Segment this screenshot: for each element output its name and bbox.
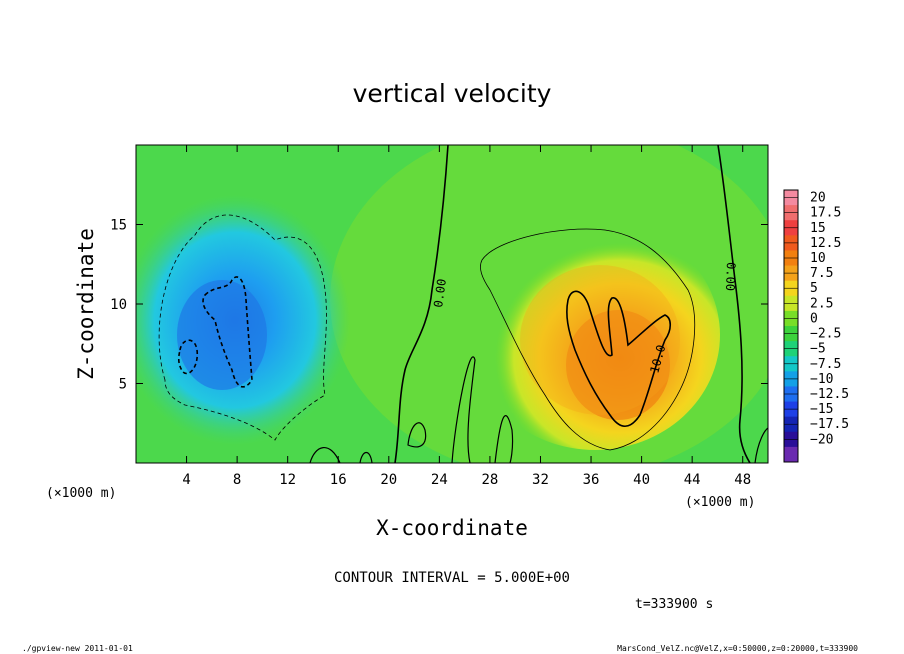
zero-contour-center — [394, 145, 449, 463]
y-tick-label: 10 — [110, 297, 127, 313]
y-tick-label: 5 — [119, 377, 127, 393]
contour-label-zero-right: 0.00 — [723, 262, 738, 291]
colorbar-label: −5 — [810, 342, 826, 357]
chart-title: vertical velocity — [353, 79, 552, 108]
y-tick-label: 15 — [110, 218, 127, 234]
time-label: t=333900 s — [635, 597, 713, 612]
colorbar-label: 0 — [810, 311, 818, 326]
x-unit-right: (×1000 m) — [685, 495, 755, 510]
negative-contour-small — [177, 339, 199, 375]
x-tick-label: 36 — [583, 472, 600, 488]
x-unit-left: (×1000 m) — [46, 486, 116, 501]
updraft-core — [566, 310, 670, 420]
colorbar-label: −2.5 — [810, 327, 841, 342]
colorbar: 2017.51512.5107.552.50−2.5−5−7.5−10−12.5… — [783, 189, 849, 463]
downdraft-core — [177, 280, 267, 390]
colorbar-label: −20 — [810, 432, 833, 447]
x-tick-label: 32 — [532, 472, 549, 488]
x-tick-label: 28 — [481, 472, 498, 488]
colorbar-label: 12.5 — [810, 236, 841, 251]
colorbar-label: 7.5 — [810, 266, 833, 281]
bottom-contours — [309, 356, 768, 463]
y-axis: 5 10 15 — [110, 218, 768, 393]
x-tick-label: 20 — [380, 472, 397, 488]
colorbar-label: −17.5 — [810, 417, 849, 432]
colorbar-label: 5 — [810, 281, 818, 296]
footer-left: ./gpview-new 2011-01-01 — [22, 644, 133, 653]
x-tick-label: 8 — [233, 472, 241, 488]
contour-label-zero-center: 0.00 — [431, 278, 449, 309]
x-axis: 4 8 12 16 20 24 28 32 36 40 44 48 — [182, 145, 751, 488]
negative-contour-inner — [202, 276, 253, 388]
x-tick-label: 48 — [734, 472, 751, 488]
colorbar-label: 15 — [810, 221, 826, 236]
x-tick-label: 16 — [330, 472, 347, 488]
x-axis-label: X-coordinate — [376, 516, 528, 540]
colorbar-swatch — [784, 446, 798, 463]
zero-contour-right — [717, 145, 751, 463]
x-tick-label: 40 — [633, 472, 650, 488]
ten-contour-updraft — [566, 290, 672, 428]
colorbar-label: 2.5 — [810, 296, 833, 311]
x-tick-label: 12 — [279, 472, 296, 488]
colorbar-label: −10 — [810, 372, 833, 387]
negative-contour-outer — [158, 214, 327, 441]
plot-area — [136, 145, 768, 463]
colorbar-label: −15 — [810, 402, 833, 417]
colorbar-frame — [783, 189, 799, 463]
five-contour-updraft — [480, 228, 696, 451]
contour-interval-text: CONTOUR INTERVAL = 5.000E+00 — [334, 570, 570, 586]
footer-right: MarsCond_VelZ.nc@VelZ,x=0:50000,z=0:2000… — [617, 644, 858, 653]
colorbar-label: 20 — [810, 191, 826, 206]
colorbar-label: 10 — [810, 251, 826, 266]
y-axis-label: Z-coordinate — [74, 228, 98, 380]
x-tick-label: 44 — [684, 472, 701, 488]
colorbar-label: −7.5 — [810, 357, 841, 372]
colorbar-label: −12.5 — [810, 387, 849, 402]
x-tick-label: 4 — [182, 472, 190, 488]
colorbar-label: 17.5 — [810, 206, 841, 221]
x-tick-label: 24 — [431, 472, 448, 488]
